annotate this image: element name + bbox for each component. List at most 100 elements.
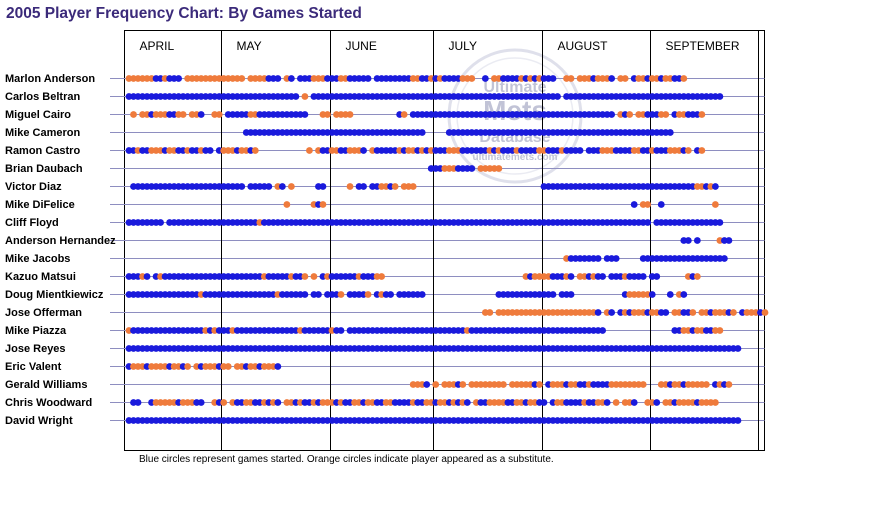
game-started-dot [360,183,367,190]
player-name: Mike Jacobs [5,253,70,265]
game-started-dot [567,291,575,298]
game-started-dot [175,75,183,82]
game-started-dot [315,291,322,298]
game-started-dot [684,237,692,244]
substitute-dot [378,273,385,280]
substitute-dot [301,273,309,280]
game-started-dot [608,75,616,82]
game-started-dot [734,345,742,352]
game-started-dot [662,309,670,316]
game-started-dot [653,273,661,280]
player-name: Kazuo Matsui [5,271,76,283]
game-started-dot [418,291,426,298]
substitute-dot [432,381,440,388]
substitute-dot [716,327,724,334]
game-started-dot [134,399,142,406]
game-started-dot [608,309,616,316]
game-started-dot [594,255,602,262]
month-label: MAY [237,39,262,53]
player-name: Chris Woodward [5,397,92,409]
watermark-text-4: ultimatemets.com [472,152,557,163]
page-title: 2005 Player Frequency Chart: By Games St… [6,5,362,22]
game-started-dot [265,183,273,190]
month-dividers [221,30,759,451]
player-name: Jose Offerman [5,307,82,319]
game-started-dot [143,273,151,280]
game-started-dot [423,381,431,388]
game-started-dot [653,399,661,406]
substitute-dot [220,399,228,406]
game-dots [125,75,769,424]
game-started-dot [468,165,476,172]
substitute-dot [612,399,620,406]
substitute-dot [621,75,629,82]
substitute-dot [730,309,737,316]
game-started-dot [549,291,557,298]
substitute-dot [301,93,309,100]
player-name: David Wright [5,415,73,427]
month-label: APRIL [140,39,175,53]
substitute-dot [251,147,259,154]
substitute-dot [680,75,688,82]
player-name: Mike Piazza [5,325,67,337]
watermark-text-2: Mets [483,95,547,126]
game-started-dot [274,399,282,406]
player-name: Jose Reyes [5,343,66,355]
substitute-dot [310,273,318,280]
game-started-dot [648,291,656,298]
game-started-dot [603,399,611,406]
substitute-dot [130,111,137,118]
player-labels: Marlon Anderson Carlos Beltran Miguel Cair… [5,73,116,427]
game-started-dot [337,327,345,334]
player-name: Victor Diaz [5,181,62,193]
game-started-dot [274,75,282,82]
game-started-dot [711,183,719,190]
player-name: Miguel Cairo [5,109,71,121]
game-started-dot [666,129,674,136]
game-started-dot [157,219,164,226]
game-started-dot [549,75,557,82]
substitute-dot [179,111,187,118]
player-name: Cliff Floyd [5,217,59,229]
chart-note: Blue circles represent games started. Or… [139,454,554,465]
game-started-dot [725,237,733,244]
game-started-dot [630,399,638,406]
game-started-dot [721,255,728,262]
substitute-dot [639,381,647,388]
game-started-dot [292,93,300,100]
player-name: Doug Mientkiewicz [5,289,104,301]
game-started-dot [639,273,647,280]
substitute-dot [693,273,701,280]
substitute-dot [689,309,697,316]
substitute-dot [346,183,354,190]
game-started-dot [197,111,205,118]
game-started-dot [540,399,548,406]
substitute-dot [215,111,223,118]
month-label: SEPTEMBER [666,39,740,53]
substitute-dot [346,111,354,118]
substitute-dot [337,291,345,298]
month-label: JULY [449,39,477,53]
game-started-dot [644,219,652,226]
game-started-dot [680,291,688,298]
substitute-dot [364,291,372,298]
game-started-dot [278,183,286,190]
substitute-dot [287,183,295,190]
substitute-dot [725,381,733,388]
game-started-dot [463,399,471,406]
game-started-dot [287,75,295,82]
game-started-dot [666,291,674,298]
game-started-dot [612,255,620,262]
substitute-dot [761,309,769,316]
game-started-dot [360,147,367,154]
game-started-dot [594,309,602,316]
substitute-dot [644,201,652,208]
game-started-dot [734,417,742,424]
player-name: Eric Valent [5,361,62,373]
substitute-dot [684,147,692,154]
substitute-dot [626,111,634,118]
watermark-text-1: Ultimate [483,79,546,96]
game-started-dot [387,291,395,298]
player-name: Mike Cameron [5,127,80,139]
game-started-dot [319,183,327,190]
